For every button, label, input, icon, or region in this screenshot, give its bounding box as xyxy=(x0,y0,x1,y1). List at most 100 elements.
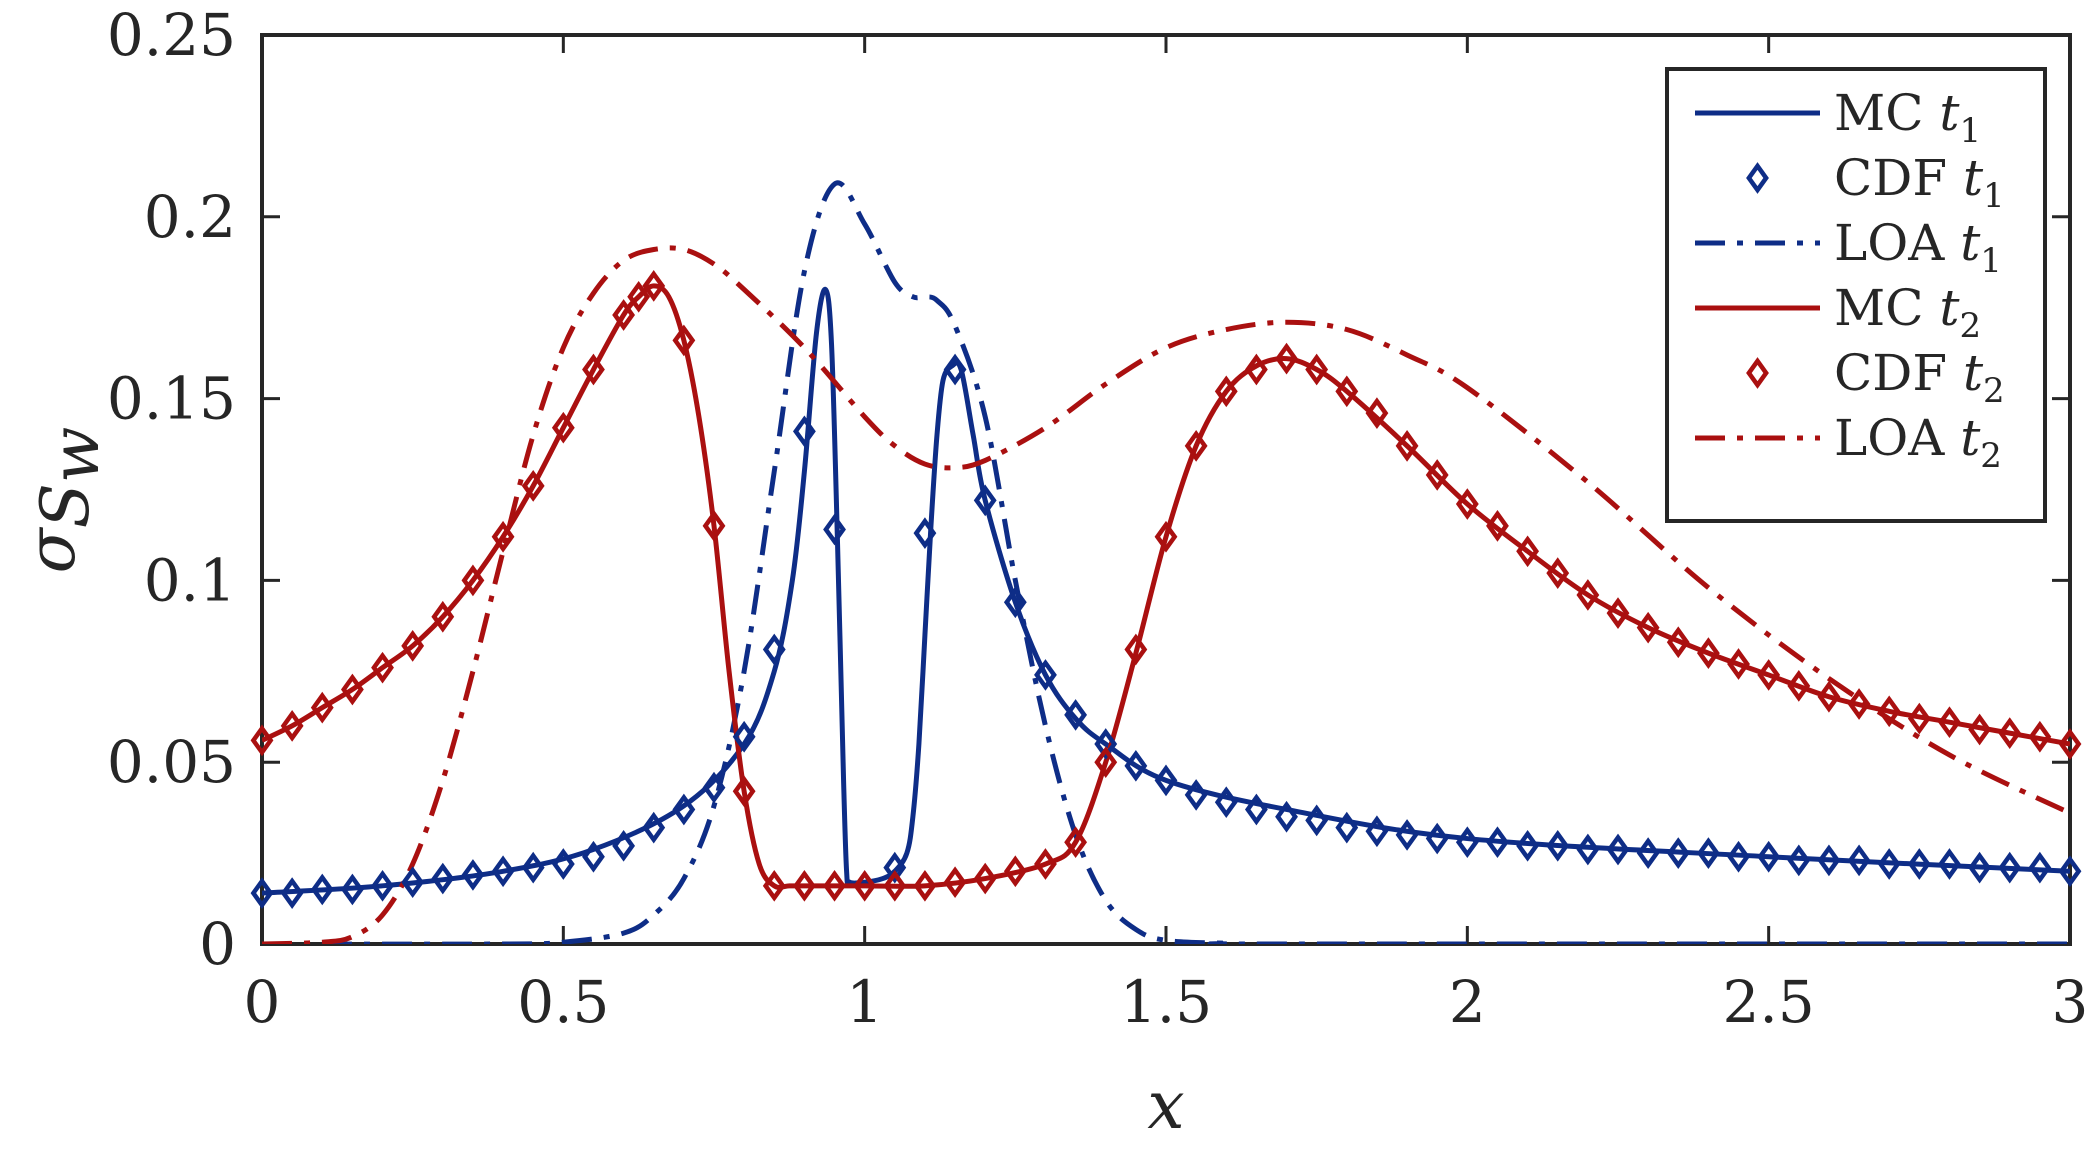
data-point-cdf-t1 xyxy=(612,829,636,862)
data-point-cdf-t1 xyxy=(1455,826,1479,859)
data-point-cdf-t2 xyxy=(1124,633,1148,666)
data-point-cdf-t2 xyxy=(401,629,425,662)
data-point-cdf-t2 xyxy=(371,651,394,684)
data-point-cdf-t2 xyxy=(1335,375,1359,408)
data-point-cdf-t2 xyxy=(461,564,485,597)
y-axis: 0 0.05 0.1 0.15 0.2 0.25 xyxy=(107,1,2070,978)
series-markers-cdf-t1 xyxy=(250,353,2082,909)
legend-label: LOA t2 xyxy=(1834,409,2002,476)
legend-item-loa-t2: LOA t2 xyxy=(1695,409,2002,476)
data-point-cdf-t2 xyxy=(1064,826,1088,859)
series-markers-cdf-t2 xyxy=(250,270,2082,902)
data-point-cdf-t2 xyxy=(1787,669,1811,702)
data-point-cdf-t2 xyxy=(913,869,937,902)
data-point-cdf-t2 xyxy=(1576,579,1600,611)
data-point-cdf-t1 xyxy=(1003,586,1027,619)
legend-item-cdf-t2: CDF t2 xyxy=(1746,344,2005,411)
data-point-cdf-t1 xyxy=(823,513,846,546)
x-tick-label: 1 xyxy=(846,968,883,1036)
data-point-cdf-t2 xyxy=(1968,713,1992,746)
data-point-cdf-t2 xyxy=(1847,688,1871,720)
data-point-cdf-t2 xyxy=(1877,695,1901,728)
data-point-cdf-t1 xyxy=(491,855,515,888)
y-axis-label-symbol: σ xyxy=(13,526,90,573)
data-point-cdf-t1 xyxy=(582,840,605,873)
data-point-cdf-t2 xyxy=(973,862,997,895)
data-point-cdf-t1 xyxy=(1064,699,1088,731)
data-point-cdf-t2 xyxy=(612,299,636,331)
data-point-cdf-t1 xyxy=(1696,837,1720,869)
x-tick-label: 0.5 xyxy=(517,968,609,1036)
data-point-cdf-t1 xyxy=(1034,659,1057,691)
y-tick-label: 0.15 xyxy=(107,365,236,433)
data-point-cdf-t1 xyxy=(702,771,726,804)
data-point-cdf-t2 xyxy=(1425,459,1449,491)
data-point-cdf-t1 xyxy=(2028,851,2052,884)
data-point-cdf-t1 xyxy=(431,862,455,895)
marker-layer xyxy=(250,270,2082,909)
data-point-cdf-t2 xyxy=(853,869,877,902)
data-point-cdf-t2 xyxy=(627,280,651,313)
data-point-cdf-t1 xyxy=(1184,779,1208,811)
data-point-cdf-t2 xyxy=(762,869,786,902)
data-point-cdf-t1 xyxy=(280,877,304,909)
legend-label: MC t1 xyxy=(1834,84,1981,151)
legend-label: LOA t1 xyxy=(1834,214,2002,281)
data-point-cdf-t1 xyxy=(1847,844,1871,877)
data-point-cdf-t2 xyxy=(1214,375,1238,408)
legend-item-mc-t2: MC t2 xyxy=(1695,279,1981,346)
data-point-cdf-t2 xyxy=(431,600,455,633)
data-point-cdf-t1 xyxy=(401,866,425,899)
data-point-cdf-t2 xyxy=(310,691,334,724)
x-axis: 0 0.5 1 1.5 2 2.5 3 xyxy=(244,35,2089,1036)
data-point-cdf-t1 xyxy=(1124,749,1148,782)
data-point-cdf-t1 xyxy=(1727,840,1750,873)
data-point-cdf-t1 xyxy=(973,484,997,517)
data-point-cdf-t1 xyxy=(310,873,334,906)
y-tick-label: 0 xyxy=(199,910,236,978)
data-point-cdf-t2 xyxy=(1365,397,1389,429)
legend-box xyxy=(1665,67,2047,523)
x-tick-label: 2 xyxy=(1449,968,1486,1036)
data-point-cdf-t1 xyxy=(732,720,756,753)
data-point-cdf-t1 xyxy=(1154,764,1178,797)
data-point-cdf-t1 xyxy=(1938,848,1961,880)
data-point-cdf-t2 xyxy=(1636,611,1660,644)
data-point-cdf-t1 xyxy=(913,517,937,549)
y-axis-label: σSw xyxy=(13,427,114,574)
data-point-cdf-t1 xyxy=(340,873,364,906)
data-point-cdf-t1 xyxy=(672,793,696,826)
data-point-cdf-t2 xyxy=(1666,626,1690,659)
data-point-cdf-t2 xyxy=(1516,535,1540,568)
data-point-cdf-t1 xyxy=(1094,728,1118,760)
y-tick-label: 0.25 xyxy=(107,1,236,69)
data-point-cdf-t2 xyxy=(792,869,816,902)
data-point-cdf-t1 xyxy=(1546,829,1570,862)
data-point-cdf-t1 xyxy=(1395,819,1419,851)
x-tick-label: 1.5 xyxy=(1120,968,1212,1036)
data-point-cdf-t2 xyxy=(1998,717,2022,749)
data-point-cdf-t1 xyxy=(551,848,575,880)
legend-label: CDF t1 xyxy=(1834,149,2005,216)
data-point-cdf-t2 xyxy=(823,869,846,902)
data-point-cdf-t2 xyxy=(1305,353,1329,386)
data-point-cdf-t2 xyxy=(1546,557,1570,589)
data-point-cdf-t2 xyxy=(1907,702,1931,735)
data-point-cdf-t1 xyxy=(943,353,967,386)
data-point-cdf-t1 xyxy=(1877,848,1901,880)
data-point-cdf-t2 xyxy=(732,775,756,808)
y-axis-label-subsubscript: w xyxy=(37,427,114,484)
legend-swatch xyxy=(1746,162,1769,194)
legend-swatch xyxy=(1746,357,1769,389)
data-point-cdf-t1 xyxy=(642,811,666,844)
data-point-cdf-t2 xyxy=(1003,855,1027,888)
x-tick-label: 3 xyxy=(2052,968,2089,1036)
data-point-cdf-t2 xyxy=(250,724,274,757)
data-point-cdf-t1 xyxy=(521,851,545,884)
data-point-cdf-t2 xyxy=(2028,720,2052,753)
legend-label: CDF t2 xyxy=(1834,344,2005,411)
data-point-cdf-t2 xyxy=(1817,680,1841,713)
